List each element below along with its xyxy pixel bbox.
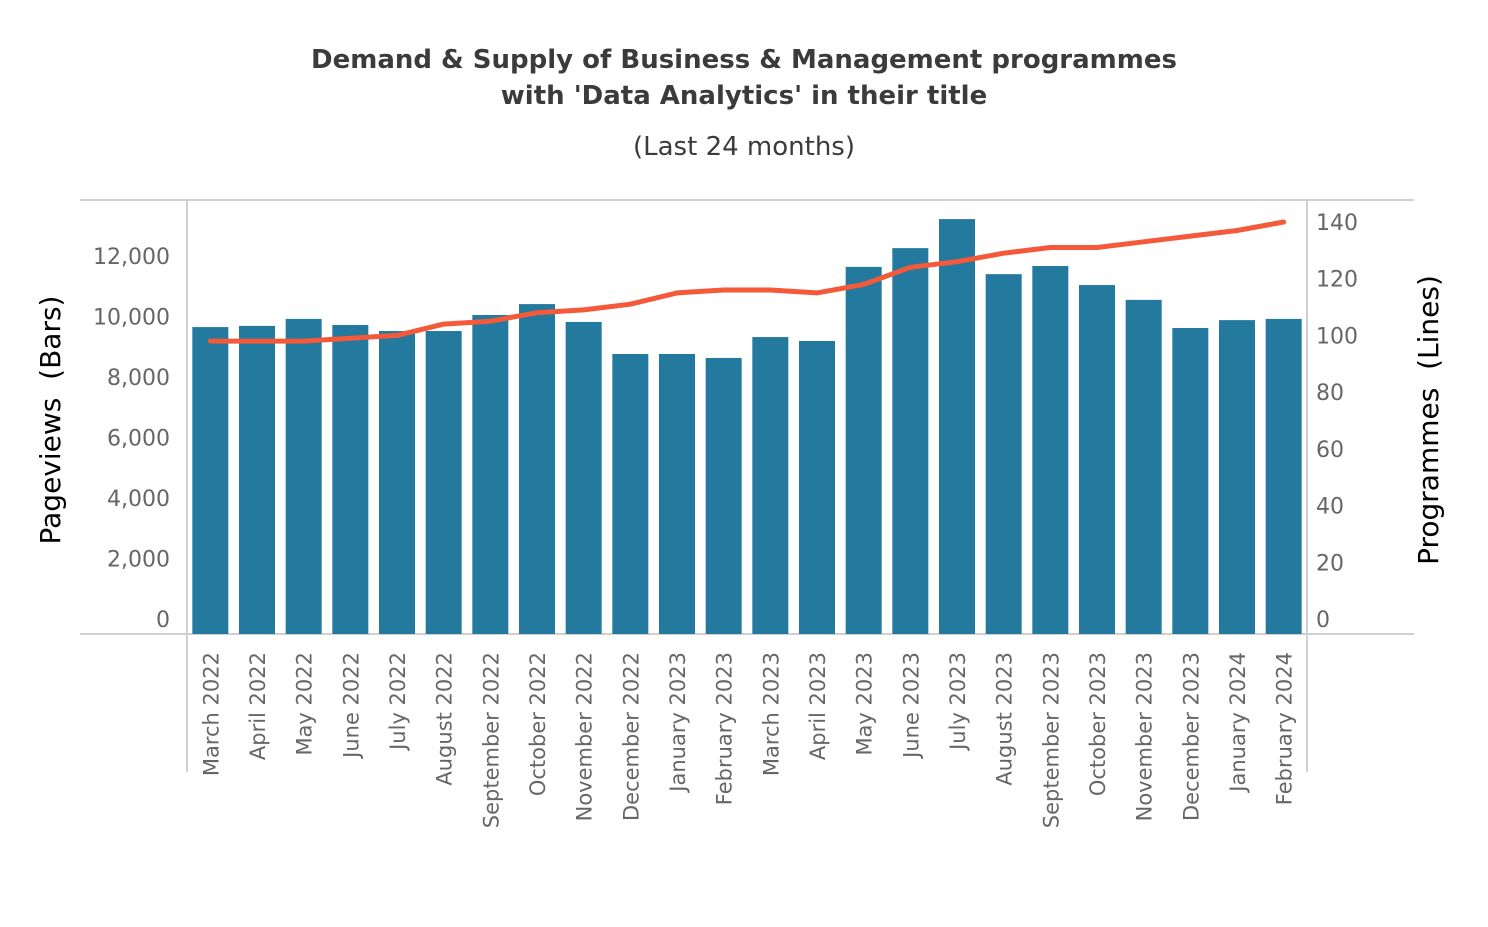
bar (659, 354, 695, 634)
right-tick-label: 80 (1316, 381, 1344, 406)
left-tick-label: 0 (156, 608, 170, 633)
bar (565, 321, 602, 634)
x-tick-label: October 2022 (526, 652, 550, 796)
x-tick-label: January 2023 (666, 652, 690, 794)
right-tick-label: 20 (1316, 551, 1344, 576)
bar (705, 357, 742, 634)
left-tick-label: 12,000 (93, 245, 170, 270)
chart-subtitle: (Last 24 months) (633, 132, 855, 162)
bar (379, 331, 415, 634)
x-tick-label: August 2023 (993, 652, 1017, 786)
line-series-programmes (207, 219, 1287, 344)
chart-frame (80, 199, 1414, 772)
x-tick-label: December 2023 (1179, 652, 1203, 821)
x-tick-label: February 2023 (713, 652, 737, 805)
bar (239, 325, 275, 634)
x-tick-label: June 2023 (899, 652, 923, 760)
x-tick-label: March 2022 (199, 652, 223, 776)
x-tick-label: April 2022 (246, 652, 270, 760)
left-tick-label: 4,000 (107, 487, 170, 512)
right-tick-label: 0 (1316, 608, 1330, 633)
bar (752, 337, 789, 634)
bar (332, 324, 369, 634)
x-tick-label: June 2022 (339, 652, 363, 760)
x-tick-label: November 2022 (573, 652, 597, 821)
bar (985, 274, 1022, 634)
x-tick-label: October 2023 (1086, 652, 1110, 796)
bar (1125, 299, 1162, 634)
right-tick-label: 100 (1316, 324, 1358, 349)
left-tick-label: 8,000 (107, 366, 170, 391)
left-axis-ticks: 0 2,000 4,000 6,000 8,000 10,000 12,000 (93, 245, 170, 633)
bar (1265, 318, 1302, 634)
right-axis-ticks: 0 20 40 60 80 100 120 140 (1316, 211, 1358, 633)
bar (845, 266, 882, 634)
bar (192, 327, 229, 634)
right-tick-label: 120 (1316, 268, 1358, 293)
x-tick-label: July 2022 (386, 652, 410, 752)
right-tick-label: 40 (1316, 495, 1344, 520)
bar (1032, 265, 1069, 634)
x-tick-label: July 2023 (946, 652, 970, 752)
x-tick-label: November 2023 (1133, 652, 1157, 821)
x-tick-label: September 2022 (479, 652, 503, 828)
programmes-line (207, 219, 1287, 344)
left-tick-label: 2,000 (107, 548, 170, 573)
bar (939, 219, 975, 634)
x-tick-label: February 2024 (1273, 652, 1297, 805)
bar (1079, 285, 1115, 634)
bar (1219, 320, 1255, 634)
bar (425, 331, 462, 634)
x-tick-label: August 2022 (433, 652, 457, 786)
x-tick-label: September 2023 (1039, 652, 1063, 828)
chart-title: Demand & Supply of Business & Management… (0, 42, 1488, 114)
bar-series-pageviews (192, 219, 1302, 634)
left-tick-label: 10,000 (93, 306, 170, 331)
bar (285, 318, 322, 634)
x-tick-label: January 2024 (1226, 652, 1250, 794)
chart-title-line-2: with 'Data Analytics' in their title (500, 81, 988, 111)
chart-title-line-1: Demand & Supply of Business & Management… (311, 45, 1177, 75)
x-tick-label: March 2023 (759, 652, 783, 776)
bar (519, 304, 555, 634)
x-axis-labels: March 2022 April 2022 May 2022 June 2022 Jul… (199, 652, 1296, 828)
bar (612, 354, 649, 634)
bar (799, 341, 835, 634)
bar (472, 314, 509, 634)
right-tick-label: 140 (1316, 211, 1358, 236)
x-tick-label: May 2023 (853, 652, 877, 756)
left-tick-label: 6,000 (107, 427, 170, 452)
left-axis-title: Pageviews (Bars) (34, 296, 67, 545)
x-tick-label: December 2022 (619, 652, 643, 821)
x-tick-label: April 2023 (806, 652, 830, 760)
right-tick-label: 60 (1316, 438, 1344, 463)
bar (1172, 327, 1209, 634)
x-tick-label: May 2022 (293, 652, 317, 756)
right-axis-title: Programmes (Lines) (1412, 275, 1445, 565)
bar (892, 248, 929, 634)
